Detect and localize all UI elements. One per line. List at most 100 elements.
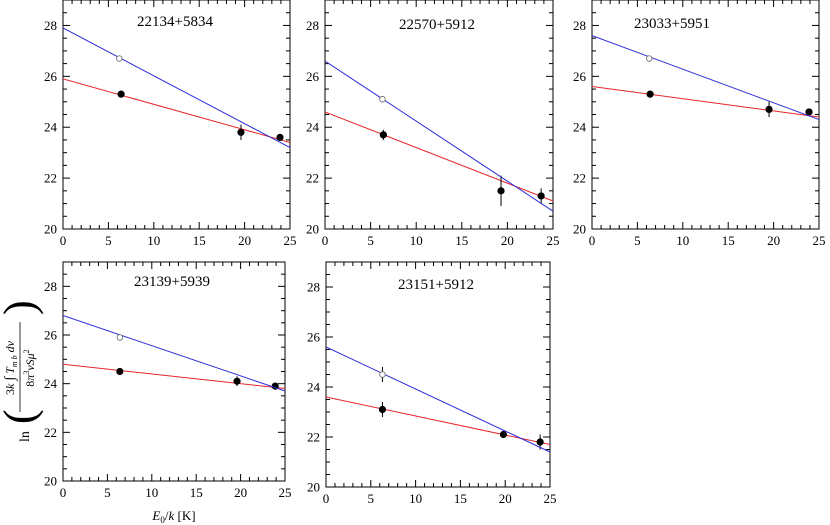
x-tick-label: 15 bbox=[722, 233, 735, 248]
y-tick-label: 24 bbox=[307, 380, 321, 395]
x-tick-label: 5 bbox=[104, 485, 111, 500]
data-point-filled bbox=[805, 108, 813, 116]
data-point-open bbox=[646, 55, 653, 62]
y-tick-label: 28 bbox=[306, 18, 319, 33]
y-tick-label: 26 bbox=[306, 69, 320, 84]
blue-fit-line bbox=[326, 346, 551, 453]
x-tick-label: 15 bbox=[455, 233, 468, 248]
x-tick-label: 0 bbox=[60, 233, 67, 248]
y-tick-label: 20 bbox=[44, 222, 57, 237]
y-tick-label: 20 bbox=[573, 222, 586, 237]
data-point-filled bbox=[378, 405, 387, 414]
svg-text:(: ( bbox=[0, 409, 44, 424]
x-tick-label: 10 bbox=[145, 485, 158, 500]
data-point-filled bbox=[536, 438, 544, 446]
y-tick-label: 26 bbox=[44, 328, 58, 343]
panel-5: 0 5 10 15 20 25 20 22 24 26 28 23151+5912 bbox=[307, 261, 557, 506]
data-point-filled bbox=[117, 90, 125, 98]
y-tick-label: 20 bbox=[44, 474, 57, 489]
y-tick-label: 22 bbox=[306, 171, 319, 186]
x-axis-label: E0/k [K] bbox=[151, 508, 195, 525]
data-point-open bbox=[379, 96, 386, 103]
data-point-open bbox=[116, 55, 123, 62]
plot-frame bbox=[324, 0, 554, 230]
y-tick-label: 20 bbox=[307, 480, 320, 495]
plot-area bbox=[326, 346, 551, 453]
x-tick-label: 0 bbox=[322, 233, 329, 248]
data-point-filled bbox=[233, 377, 241, 385]
blue-fit-line bbox=[63, 315, 286, 392]
data-point-filled bbox=[497, 187, 505, 195]
y-tick-label: 24 bbox=[573, 120, 587, 135]
data-point-filled bbox=[499, 430, 508, 439]
panel-1: 0 5 10 15 20 25 20 22 24 26 28 22134+5834 bbox=[44, 0, 297, 248]
data-point-filled bbox=[765, 105, 773, 114]
y-tick-label: 24 bbox=[44, 120, 58, 135]
data-point-filled bbox=[116, 367, 124, 376]
x-tick-label: 15 bbox=[193, 233, 206, 248]
red-fit-line bbox=[325, 111, 554, 202]
panel-title: 22134+5834 bbox=[137, 14, 213, 30]
panel-title: 22570+5912 bbox=[399, 17, 475, 33]
plot-area bbox=[325, 60, 554, 212]
x-tick-label: 25 bbox=[813, 233, 826, 248]
svg-text:ln: ln bbox=[18, 431, 33, 442]
x-tick-label: 10 bbox=[410, 233, 423, 248]
blue-fit-line bbox=[325, 60, 554, 212]
svg-text:): ) bbox=[0, 300, 44, 315]
x-tick-label: 15 bbox=[454, 491, 467, 506]
x-tick-label: 20 bbox=[501, 233, 514, 248]
blue-fit-line bbox=[592, 35, 820, 121]
panel-2: 0 5 10 15 20 25 20 22 24 26 28 22570+5912 bbox=[306, 0, 560, 248]
x-tick-label: 10 bbox=[676, 233, 689, 248]
y-tick-label: 26 bbox=[573, 69, 587, 84]
plot-frame bbox=[591, 0, 820, 230]
x-tick-label: 20 bbox=[499, 491, 512, 506]
y-tick-label: 28 bbox=[44, 18, 57, 33]
panel-title: 23033+5951 bbox=[634, 16, 710, 32]
red-fit-line bbox=[63, 78, 291, 143]
panel-3: 0 5 10 15 20 25 20 22 24 26 28 23033+5951 bbox=[573, 0, 826, 248]
red-fit-line bbox=[592, 86, 820, 118]
y-tick-label: 22 bbox=[573, 171, 586, 186]
x-tick-label: 25 bbox=[284, 233, 297, 248]
y-tick-label: 28 bbox=[44, 279, 57, 294]
x-tick-label: 25 bbox=[547, 233, 560, 248]
x-tick-label: 0 bbox=[60, 485, 67, 500]
svg-text:8π3νSμ2: 8π3νSμ2 bbox=[22, 349, 37, 386]
data-point-open bbox=[116, 334, 124, 341]
x-tick-label: 0 bbox=[589, 233, 596, 248]
red-fit-line bbox=[326, 396, 551, 445]
y-tick-label: 24 bbox=[44, 376, 58, 391]
plot-frame bbox=[62, 261, 286, 482]
panel-4: 0 5 10 15 20 25 20 22 24 26 28 23139+5939 E0/k [K] ln… bbox=[0, 261, 292, 525]
plot-area bbox=[63, 27, 291, 149]
x-tick-label: 5 bbox=[368, 491, 375, 506]
red-fit-line bbox=[63, 363, 286, 390]
data-point-filled bbox=[646, 90, 654, 98]
data-point-filled bbox=[237, 128, 245, 136]
plot-area bbox=[63, 315, 286, 392]
plot-area bbox=[592, 35, 820, 121]
x-tick-label: 25 bbox=[279, 485, 292, 500]
x-tick-label: 0 bbox=[323, 491, 330, 506]
data-point-filled bbox=[276, 133, 284, 141]
y-tick-label: 24 bbox=[306, 120, 320, 135]
x-tick-label: 10 bbox=[409, 491, 422, 506]
x-tick-label: 5 bbox=[634, 233, 641, 248]
x-tick-label: 10 bbox=[147, 233, 160, 248]
x-tick-label: 15 bbox=[190, 485, 203, 500]
x-tick-label: 5 bbox=[105, 233, 112, 248]
plot-frame bbox=[325, 261, 551, 488]
y-tick-label: 22 bbox=[307, 430, 320, 445]
y-tick-label: 28 bbox=[573, 18, 586, 33]
x-tick-label: 20 bbox=[238, 233, 251, 248]
y-tick-label: 22 bbox=[44, 171, 57, 186]
x-tick-label: 20 bbox=[767, 233, 780, 248]
blue-fit-line bbox=[63, 27, 291, 149]
y-tick-label: 26 bbox=[307, 330, 321, 345]
y-tick-label: 22 bbox=[44, 425, 57, 440]
x-tick-label: 20 bbox=[234, 485, 247, 500]
